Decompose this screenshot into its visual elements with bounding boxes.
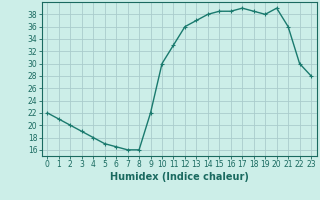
- X-axis label: Humidex (Indice chaleur): Humidex (Indice chaleur): [110, 172, 249, 182]
